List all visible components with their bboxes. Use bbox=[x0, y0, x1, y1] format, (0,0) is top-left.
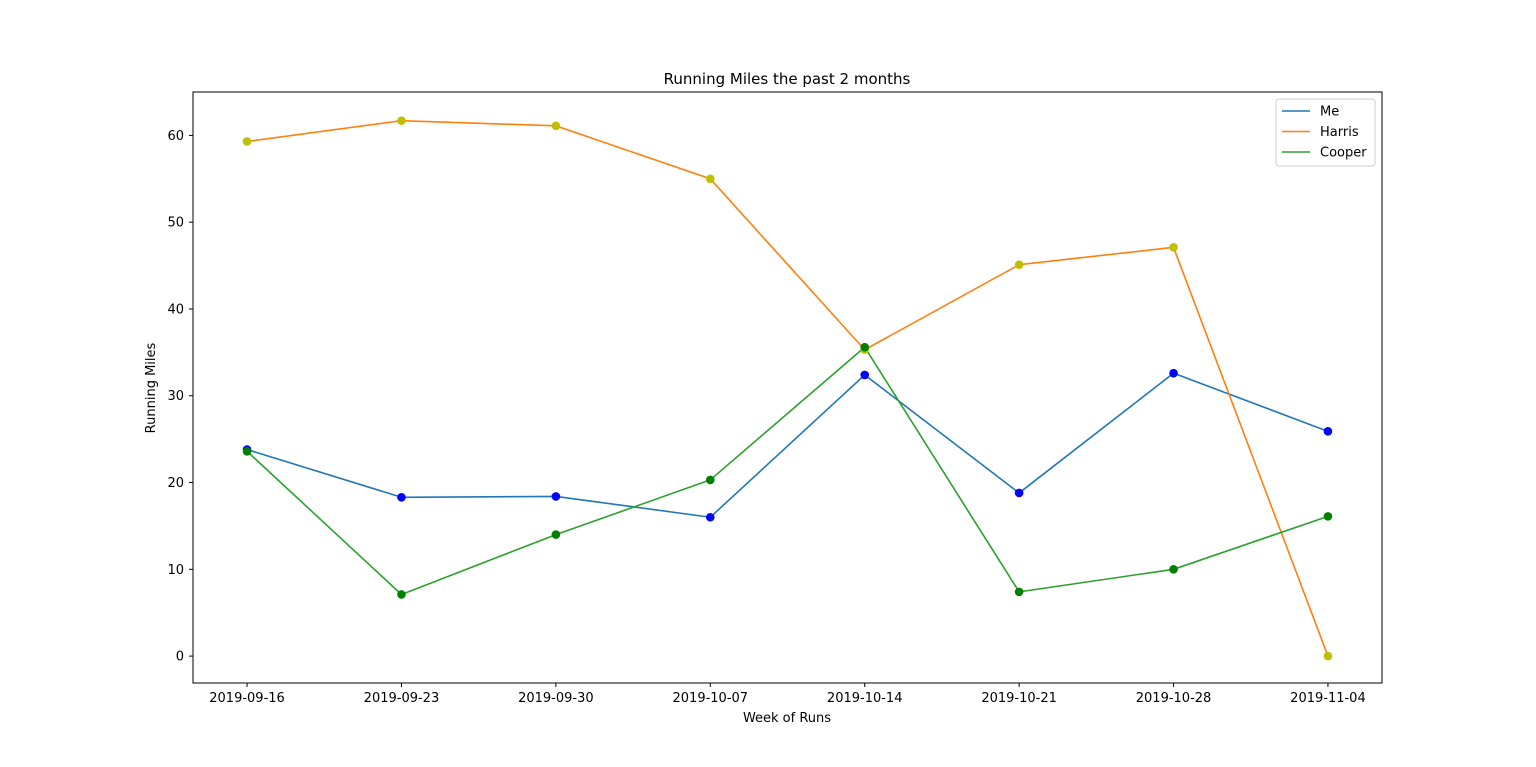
plot-area bbox=[242, 116, 1333, 661]
data-point-me bbox=[551, 492, 561, 501]
x-tick-label: 2019-09-16 bbox=[209, 691, 285, 706]
data-point-harris bbox=[242, 137, 252, 146]
x-tick-label: 2019-10-07 bbox=[673, 691, 749, 706]
data-point-cooper bbox=[860, 342, 870, 352]
data-point-me bbox=[1014, 488, 1024, 498]
data-point-cooper bbox=[705, 475, 715, 485]
x-tick-label: 2019-10-28 bbox=[1136, 691, 1212, 706]
x-tick-label: 2019-10-21 bbox=[981, 691, 1057, 706]
legend-label-harris: Harris bbox=[1320, 125, 1359, 140]
y-axis: 0 10 20 30 40 50 60 bbox=[167, 129, 193, 665]
data-point-harris bbox=[705, 174, 715, 184]
plot-frame bbox=[192, 91, 1383, 684]
data-point-harris bbox=[1169, 243, 1178, 252]
y-tick-label: 40 bbox=[167, 302, 184, 317]
data-point-cooper bbox=[1014, 587, 1024, 597]
legend-box bbox=[1275, 98, 1376, 167]
data-point-cooper bbox=[1169, 565, 1178, 574]
series-line-cooper bbox=[246, 346, 1329, 596]
legend: Me Harris Cooper bbox=[1275, 98, 1376, 167]
data-point-cooper bbox=[551, 530, 561, 539]
series-line-harris bbox=[246, 119, 1329, 657]
y-tick-label: 60 bbox=[167, 129, 184, 144]
y-tick-label: 30 bbox=[167, 389, 184, 404]
series-line-me bbox=[246, 372, 1329, 519]
data-point-harris bbox=[551, 121, 561, 131]
legend-label-me: Me bbox=[1320, 105, 1339, 120]
legend-label-cooper: Cooper bbox=[1320, 146, 1367, 161]
x-tick-label: 2019-11-04 bbox=[1290, 691, 1366, 706]
y-tick-label: 50 bbox=[167, 216, 184, 231]
data-point-harris bbox=[1014, 260, 1024, 270]
data-point-cooper bbox=[242, 446, 252, 456]
data-point-harris bbox=[397, 116, 406, 125]
x-tick-label: 2019-10-14 bbox=[827, 691, 903, 706]
y-axis-label: Running Miles bbox=[144, 342, 159, 433]
x-axis: 2019-09-16 2019-09-23 2019-09-30 2019-10-07… bbox=[209, 683, 1366, 706]
data-point-cooper bbox=[1323, 512, 1333, 521]
x-tick-label: 2019-09-30 bbox=[518, 691, 594, 706]
data-point-cooper bbox=[397, 590, 406, 599]
data-point-me bbox=[1323, 427, 1333, 436]
data-point-me bbox=[705, 512, 715, 522]
chart-title: Running Miles the past 2 months bbox=[664, 70, 911, 88]
y-tick-label: 20 bbox=[167, 476, 184, 491]
data-point-harris bbox=[1323, 651, 1333, 661]
data-point-me bbox=[860, 370, 870, 380]
x-axis-label: Week of Runs bbox=[743, 711, 831, 726]
y-tick-label: 10 bbox=[167, 563, 184, 578]
y-tick-label: 0 bbox=[176, 650, 184, 665]
data-point-me bbox=[1169, 368, 1178, 378]
x-tick-label: 2019-09-23 bbox=[364, 691, 440, 706]
data-point-me bbox=[397, 492, 406, 502]
